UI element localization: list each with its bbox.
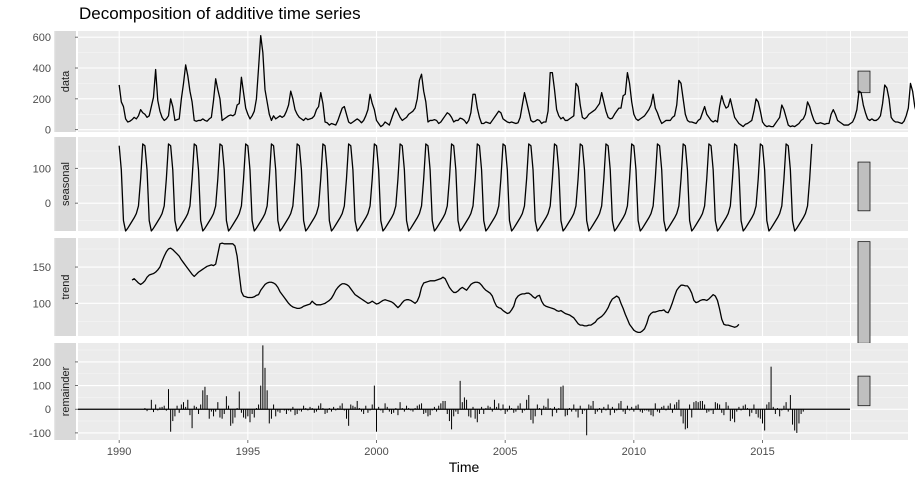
series-line-trend [131, 242, 740, 334]
x-tick-label: 2005 [493, 446, 517, 458]
strip-background [54, 137, 76, 231]
panel-data: 0 200 400 600 data [33, 31, 915, 137]
panel-background [78, 31, 850, 132]
panel-background [78, 137, 850, 231]
panel-remainder: -100 0 100 200 remainder [29, 343, 908, 440]
y-tick-label: 150 [33, 262, 51, 274]
strip-background [54, 238, 76, 336]
strip-background [54, 343, 76, 440]
strip-label-trend: trend [60, 274, 72, 299]
x-tick-label: 1995 [236, 446, 260, 458]
strip-background [54, 31, 76, 132]
y-tick-label: -100 [29, 428, 51, 440]
y-tick-label: 0 [45, 125, 51, 137]
y-tick-label: 200 [33, 357, 51, 369]
scale-bar [857, 70, 871, 94]
strip-label-remainder: remainder [60, 366, 72, 416]
x-tick-label: 2000 [364, 446, 388, 458]
scale-bar [857, 161, 871, 212]
x-tick-label: 2010 [622, 446, 646, 458]
series-line-data [118, 34, 915, 128]
y-tick-label: 0 [45, 404, 51, 416]
y-tick-label: 100 [33, 298, 51, 310]
strip-label-seasonal: seasonal [60, 162, 72, 206]
chart-title: Decomposition of additive time series [79, 4, 361, 23]
y-tick-label: 0 [45, 198, 51, 210]
panel-background [78, 343, 850, 440]
x-tick-label: 1990 [107, 446, 131, 458]
y-tick-label: 200 [33, 94, 51, 106]
x-tick-label: 2015 [750, 446, 774, 458]
series-line-seasonal [118, 143, 813, 232]
y-tick-label: 100 [33, 163, 51, 175]
y-tick-label: 600 [33, 32, 51, 44]
y-tick-label: 400 [33, 63, 51, 75]
panel-seasonal: 0 100 seasonal [33, 137, 908, 232]
x-axis-title: Time [449, 459, 480, 475]
scale-bar [857, 375, 871, 407]
y-tick-label: 100 [33, 381, 51, 393]
scale-bar [857, 241, 871, 344]
panel-trend: 100 150 trend [33, 238, 908, 344]
strip-label-data: data [60, 70, 72, 92]
